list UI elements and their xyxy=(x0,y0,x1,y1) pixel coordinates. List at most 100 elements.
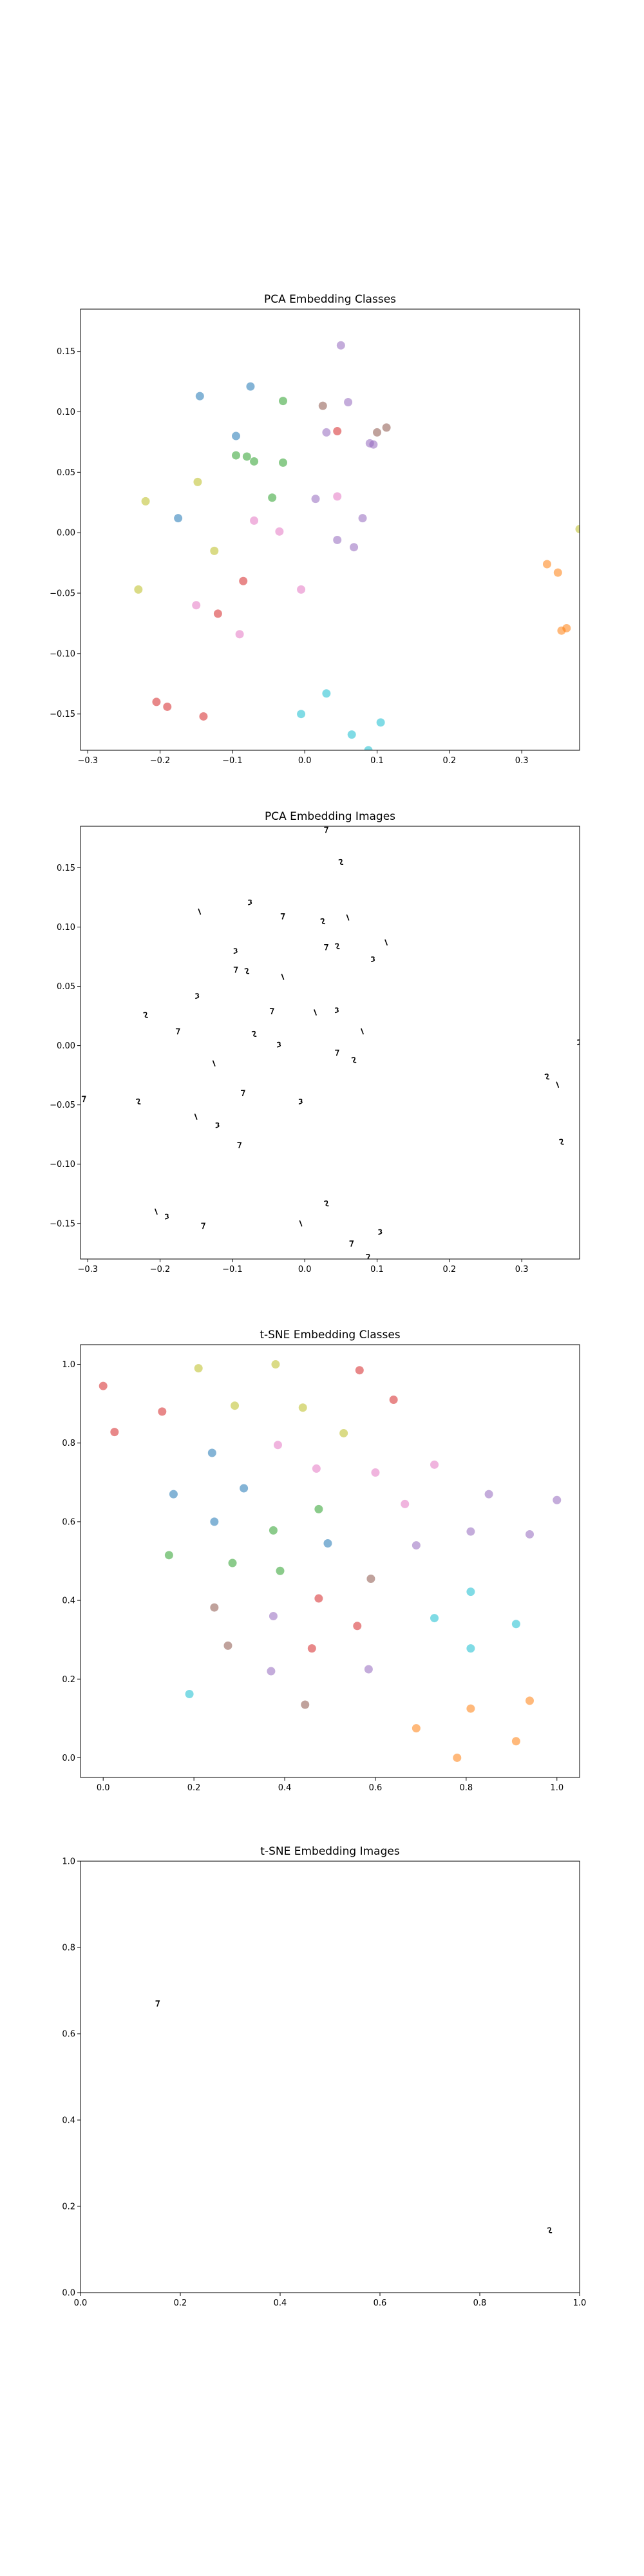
data-point xyxy=(99,1381,108,1390)
tsne-classes-axes-frame xyxy=(80,1344,580,1778)
data-point xyxy=(553,1495,562,1504)
image-thumbnail xyxy=(277,1041,281,1048)
data-point xyxy=(269,1612,278,1621)
data-point xyxy=(484,1490,493,1499)
data-point xyxy=(347,730,356,739)
data-point xyxy=(371,1468,380,1477)
tsne-classes-title: t-SNE Embedding Classes xyxy=(260,1329,400,1341)
data-point xyxy=(382,423,391,432)
y-tick-label: 0.00 xyxy=(57,529,75,538)
data-point xyxy=(278,397,287,406)
data-point xyxy=(526,1530,534,1539)
image-thumbnail xyxy=(240,1090,245,1097)
data-point xyxy=(369,440,378,449)
data-point xyxy=(199,712,208,721)
data-point xyxy=(562,623,571,632)
image-thumbnail xyxy=(346,914,350,921)
x-tick-label: 0.0 xyxy=(97,1783,110,1793)
image-thumbnail xyxy=(233,948,238,954)
data-point xyxy=(318,401,327,410)
image-thumbnail xyxy=(361,1028,364,1035)
data-point xyxy=(210,1517,219,1526)
pca-images-panel: PCA Embedding Images −0.3 −0.2 −0.1 0.0 0.1 0.… xyxy=(50,810,580,1274)
y-tick-label: 0.4 xyxy=(62,1596,75,1606)
image-thumbnail xyxy=(155,1208,158,1215)
tsne-classes-points xyxy=(99,1360,562,1762)
image-thumbnail xyxy=(577,1039,580,1045)
data-point xyxy=(152,697,161,706)
data-point xyxy=(355,1366,364,1375)
y-tick-label: 1.0 xyxy=(62,1857,75,1867)
pca-classes-title: PCA Embedding Classes xyxy=(264,293,396,306)
x-tick-label: 0.3 xyxy=(515,756,529,766)
image-thumbnail xyxy=(384,939,388,946)
y-tick-label: 0.15 xyxy=(57,864,75,873)
tsne-images-axes-frame xyxy=(80,1861,580,2293)
data-point xyxy=(231,451,240,460)
x-tick-label: 0.6 xyxy=(374,2298,387,2308)
image-thumbnail xyxy=(334,1049,339,1056)
x-tick-label: 0.2 xyxy=(187,1783,201,1793)
y-tick-label: 0.0 xyxy=(62,1754,75,1763)
x-tick-label: 0.4 xyxy=(278,1783,292,1793)
tsne-classes-panel: t-SNE Embedding Classes 0.0 0.2 0.4 0.6 0.8 1.… xyxy=(62,1329,580,1793)
image-thumbnail xyxy=(143,1012,148,1018)
pca-images-title: PCA Embedding Images xyxy=(265,810,395,823)
data-point xyxy=(276,1566,285,1575)
data-point xyxy=(376,718,385,727)
data-point xyxy=(307,1644,316,1653)
image-thumbnail xyxy=(198,908,202,915)
image-thumbnail xyxy=(556,1081,560,1088)
x-tick-label: 0.8 xyxy=(460,1783,473,1793)
data-point xyxy=(542,560,551,569)
data-point xyxy=(412,1541,421,1550)
y-tick-label: 0.10 xyxy=(57,923,75,933)
data-point xyxy=(344,398,353,407)
data-point xyxy=(526,1696,534,1705)
pca-classes-axes-frame xyxy=(80,308,580,751)
data-point xyxy=(163,702,172,711)
y-tick-label: 0.00 xyxy=(57,1041,75,1051)
image-thumbnail xyxy=(281,974,285,980)
data-point xyxy=(240,1484,249,1493)
data-point xyxy=(250,516,259,525)
image-thumbnail xyxy=(164,1213,169,1220)
pca-classes-panel: PCA Embedding Classes−0.3 −0.2 −0.1 0.0 0.1 0… xyxy=(50,293,580,766)
data-point xyxy=(389,1396,398,1405)
x-tick-label: −0.3 xyxy=(77,756,98,766)
data-point xyxy=(364,1665,373,1674)
y-tick-label: 0.8 xyxy=(62,1944,75,1953)
data-point xyxy=(271,1360,280,1369)
data-point xyxy=(158,1407,167,1416)
data-point xyxy=(364,746,373,750)
image-thumbnail xyxy=(324,1200,329,1207)
data-point xyxy=(511,1737,520,1746)
data-point xyxy=(353,1622,362,1631)
data-point xyxy=(412,1724,421,1733)
image-thumbnail xyxy=(320,918,326,925)
x-tick-label: 0.4 xyxy=(274,2298,287,2308)
data-point xyxy=(311,495,320,504)
data-point xyxy=(207,1448,216,1457)
data-point xyxy=(366,1574,375,1583)
data-point xyxy=(273,1441,282,1450)
y-tick-label: 0.6 xyxy=(62,2030,75,2040)
x-tick-label: 0.3 xyxy=(515,1265,529,1274)
image-thumbnail xyxy=(544,1074,550,1080)
x-tick-label: 0.1 xyxy=(370,756,384,766)
data-point xyxy=(192,601,201,610)
data-point xyxy=(213,609,222,618)
data-point xyxy=(466,1704,475,1713)
data-point xyxy=(333,427,342,436)
y-tick-label: 0.8 xyxy=(62,1439,75,1448)
data-point xyxy=(322,428,331,437)
data-point xyxy=(333,535,342,544)
x-tick-label: −0.2 xyxy=(150,1265,171,1274)
image-thumbnail xyxy=(269,1008,274,1015)
data-point xyxy=(298,1403,307,1412)
pca-images-points xyxy=(81,826,580,1259)
data-point xyxy=(268,493,277,502)
image-thumbnail xyxy=(334,1007,339,1014)
image-thumbnail xyxy=(194,1113,198,1120)
